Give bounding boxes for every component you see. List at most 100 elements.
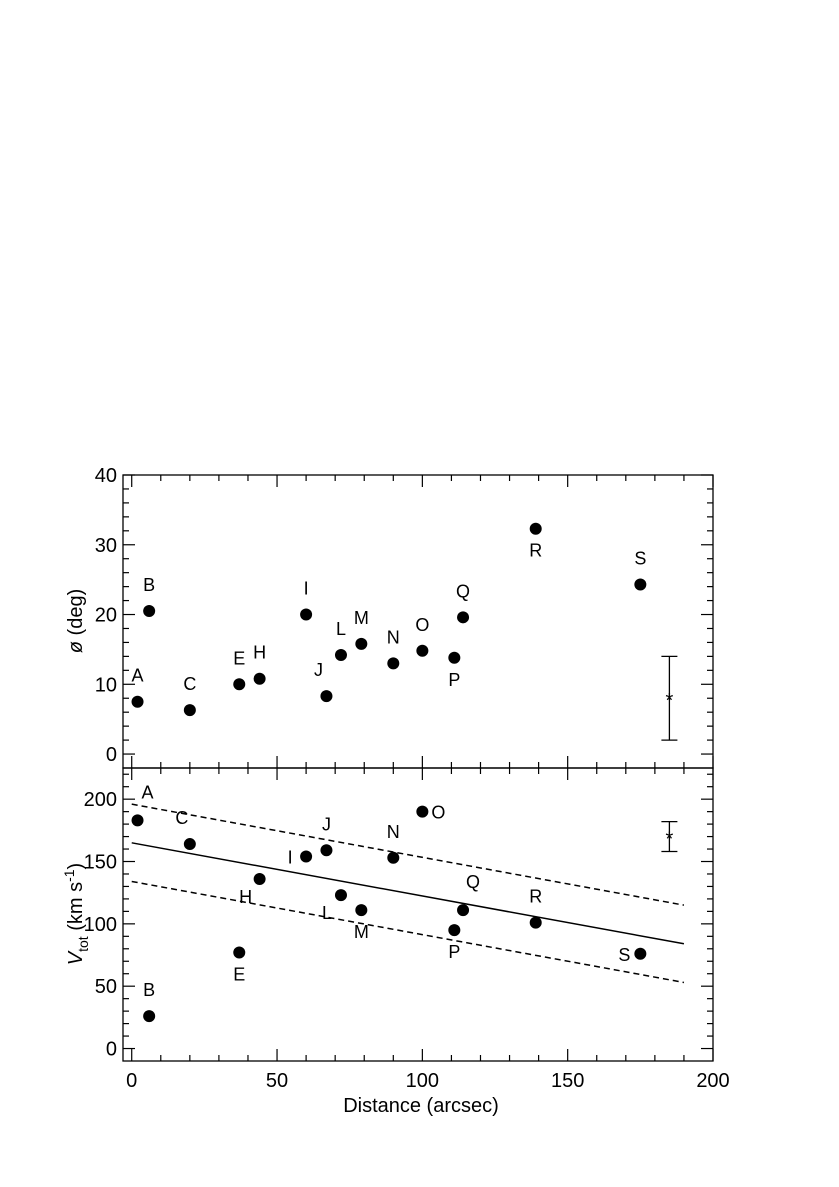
top-point-label-P: P [448,670,460,690]
top-point-P [448,651,461,664]
bottom-point-label-N: N [387,822,400,842]
bottom-error-bar: * [661,820,678,853]
bottom-point-O [416,805,429,818]
top-point-S [634,578,647,591]
top-point-label-H: H [253,643,266,663]
top-error-bar: * [661,655,678,741]
top-axis-ticks: 0 10 20 30 40 [95,465,714,768]
bottom-y-tick-label: 100 [84,914,117,936]
x-tick-label: 150 [551,1070,584,1092]
bottom-point-label-J: J [322,814,331,834]
top-point-label-R: R [529,541,542,561]
bottom-point-label-O: O [431,803,445,823]
top-y-axis-unit: (deg) [65,589,87,641]
x-tick-label: 50 [266,1070,288,1092]
error-bar-marker: * [666,690,674,712]
top-point-C [183,704,196,717]
top-y-tick-label: 10 [95,674,117,696]
bottom-point-label-S: S [618,945,630,965]
bottom-point-M [355,904,368,917]
bottom-y-tick-label: 200 [84,789,117,811]
top-point-label-Q: Q [456,581,470,601]
bottom-point-N [387,851,400,864]
top-point-B [143,605,156,618]
bottom-point-label-Q: Q [466,872,480,892]
bottom-point-label-P: P [448,942,460,962]
bottom-y-axis-subscript: tot [75,936,91,952]
bottom-point-label-B: B [143,980,155,1000]
bottom-point-B [143,1010,156,1023]
top-point-label-C: C [183,674,196,694]
top-y-tick-label: 30 [95,535,117,557]
bottom-y-tick-label: 150 [84,852,117,874]
bottom-y-axis-close: ) [65,863,87,870]
bottom-trend-lines [131,803,685,984]
bottom-point-H [253,872,266,885]
bottom-y-axis-unit: (km s [65,882,87,936]
top-point-E [233,678,246,691]
top-point-L [334,648,347,661]
top-y-tick-label: 20 [95,605,117,627]
top-point-Q [457,611,470,624]
bottom-y-tick-label: 0 [106,1039,117,1061]
bottom-point-S [634,947,647,960]
top-point-M [355,637,368,650]
top-point-label-E: E [233,648,245,668]
top-point-J [320,690,333,703]
top-point-O [416,644,429,657]
top-y-tick-label: 0 [106,744,117,766]
bottom-point-I [300,850,313,863]
x-tick-label: 0 [126,1070,137,1092]
bottom-point-E [233,946,246,959]
top-point-label-M: M [354,608,369,628]
bottom-y-axis-symbol: V [65,950,87,965]
top-point-I [300,608,313,621]
bottom-point-A [131,814,144,827]
bottom-point-label-A: A [142,782,154,802]
top-point-label-J: J [314,660,323,680]
bottom-point-label-C: C [175,808,188,828]
bottom-point-label-L: L [322,903,332,923]
top-point-label-L: L [336,619,346,639]
bottom-point-label-I: I [288,848,293,868]
top-point-label-A: A [132,666,144,686]
top-point-label-O: O [415,615,429,635]
top-point-A [131,695,144,708]
bottom-point-J [320,844,333,857]
bottom-axis-ticks: 0 50 100 150 200 0 50 100 150 200 [84,768,730,1092]
bottom-point-label-H: H [239,887,252,907]
top-point-N [387,657,400,670]
bottom-y-axis-label: Vtot (km s-1) [61,863,91,965]
solid-fit-line [131,842,685,945]
top-point-R [529,522,542,535]
bottom-y-tick-label: 50 [95,976,117,998]
error-bar-marker: * [666,829,674,851]
top-point-H [253,672,266,685]
bottom-y-axis-superscript: -1 [61,869,77,882]
top-y-tick-label: 40 [95,465,117,487]
top-point-label-S: S [634,549,646,569]
bottom-panel: 0 50 100 150 200 0 50 100 150 200 * A B C E H I J L M N O P Q… [61,767,730,1117]
top-point-label-N: N [387,627,400,647]
top-point-label-B: B [143,575,155,595]
bottom-data-points: A B C E H I J L M N O P Q R S [131,782,647,1023]
x-tick-label: 100 [406,1070,439,1092]
top-point-label-I: I [304,579,309,599]
bottom-point-R [529,916,542,929]
x-axis-label: Distance (arcsec) [343,1095,499,1117]
bottom-point-label-E: E [233,965,245,985]
bottom-point-P [448,924,461,937]
top-y-axis-label: ø (deg) [65,589,87,653]
bottom-point-L [334,889,347,902]
bottom-plot-frame [122,767,714,1062]
dashed-envelope-line [131,803,685,906]
bottom-point-Q [457,904,470,917]
x-tick-label: 200 [696,1070,729,1092]
bottom-point-label-M: M [354,922,369,942]
top-y-axis-symbol: ø [65,641,87,653]
dashed-envelope-line [131,880,685,984]
bottom-point-label-R: R [529,887,542,907]
